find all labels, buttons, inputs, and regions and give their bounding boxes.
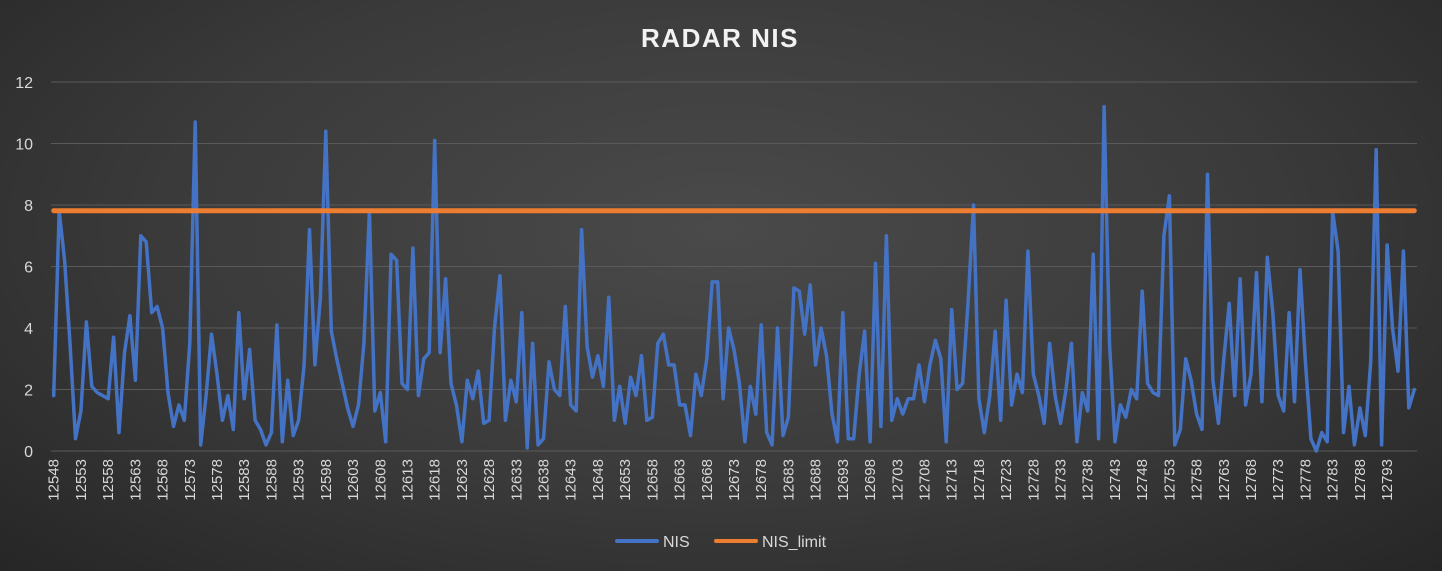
x-tick-label: 12608 bbox=[372, 459, 389, 501]
x-tick-label: 12628 bbox=[481, 459, 498, 501]
x-tick-label: 12753 bbox=[1161, 459, 1178, 501]
y-tick-label: 2 bbox=[24, 383, 33, 400]
x-tick-label: 12788 bbox=[1352, 459, 1369, 501]
y-tick-label: 0 bbox=[24, 444, 33, 461]
y-tick-label: 6 bbox=[24, 260, 33, 277]
x-tick-label: 12598 bbox=[318, 459, 335, 501]
y-tick-label: 4 bbox=[24, 321, 33, 338]
series-line-nis bbox=[51, 104, 1417, 453]
x-tick-label: 12673 bbox=[726, 459, 743, 501]
x-tick-label: 12583 bbox=[236, 459, 253, 501]
legend-item-nis-limit: NIS_limit bbox=[714, 534, 827, 551]
x-tick-label: 12713 bbox=[944, 459, 961, 501]
x-tick-label: 12763 bbox=[1216, 459, 1233, 501]
x-tick-label: 12758 bbox=[1189, 459, 1206, 501]
x-tick-label: 12558 bbox=[100, 459, 117, 501]
plot-area bbox=[51, 104, 1417, 453]
x-tick-label: 12768 bbox=[1243, 459, 1260, 501]
x-tick-label: 12708 bbox=[916, 459, 933, 501]
x-tick-label: 12553 bbox=[73, 459, 90, 501]
x-tick-label: 12683 bbox=[780, 459, 797, 501]
x-axis-ticks: 12548 12553 12558 12563 12568 12573 12578 12583… bbox=[46, 459, 1396, 501]
x-tick-label: 12738 bbox=[1080, 459, 1097, 501]
x-tick-label: 12593 bbox=[291, 459, 308, 501]
x-tick-label: 12748 bbox=[1134, 459, 1151, 501]
x-tick-label: 12793 bbox=[1379, 459, 1396, 501]
y-tick-label: 8 bbox=[24, 198, 33, 215]
chart-title: RADAR NIS bbox=[641, 23, 799, 53]
x-tick-label: 12603 bbox=[345, 459, 362, 501]
x-tick-label: 12548 bbox=[46, 459, 63, 501]
x-tick-label: 12733 bbox=[1053, 459, 1070, 501]
y-tick-label: 12 bbox=[15, 75, 33, 92]
legend: NIS NIS_limit bbox=[615, 534, 827, 551]
x-tick-label: 12638 bbox=[536, 459, 553, 501]
gridlines bbox=[51, 81, 1417, 452]
y-axis-ticks: 0 2 4 6 8 10 12 bbox=[15, 75, 33, 461]
x-tick-label: 12688 bbox=[808, 459, 825, 501]
x-tick-label: 12678 bbox=[753, 459, 770, 501]
x-tick-label: 12773 bbox=[1270, 459, 1287, 501]
x-tick-label: 12663 bbox=[672, 459, 689, 501]
legend-label: NIS bbox=[663, 534, 690, 551]
x-tick-label: 12643 bbox=[563, 459, 580, 501]
x-tick-label: 12783 bbox=[1325, 459, 1342, 501]
legend-item-nis: NIS bbox=[615, 534, 690, 551]
x-tick-label: 12633 bbox=[508, 459, 525, 501]
x-tick-label: 12568 bbox=[155, 459, 172, 501]
legend-label: NIS_limit bbox=[762, 534, 827, 551]
x-tick-label: 12693 bbox=[835, 459, 852, 501]
y-tick-label: 10 bbox=[15, 137, 33, 154]
x-tick-label: 12703 bbox=[889, 459, 906, 501]
x-tick-label: 12623 bbox=[454, 459, 471, 501]
x-tick-label: 12668 bbox=[699, 459, 716, 501]
x-tick-label: 12723 bbox=[998, 459, 1015, 501]
x-tick-label: 12588 bbox=[263, 459, 280, 501]
x-tick-label: 12613 bbox=[399, 459, 416, 501]
x-tick-label: 12698 bbox=[862, 459, 879, 501]
x-tick-label: 12743 bbox=[1107, 459, 1124, 501]
x-tick-label: 12578 bbox=[209, 459, 226, 501]
x-tick-label: 12778 bbox=[1297, 459, 1314, 501]
x-tick-label: 12573 bbox=[182, 459, 199, 501]
x-tick-label: 12618 bbox=[427, 459, 444, 501]
x-tick-label: 12563 bbox=[127, 459, 144, 501]
x-tick-label: 12728 bbox=[1025, 459, 1042, 501]
x-tick-label: 12718 bbox=[971, 459, 988, 501]
x-tick-label: 12658 bbox=[644, 459, 661, 501]
x-tick-label: 12648 bbox=[590, 459, 607, 501]
x-tick-label: 12653 bbox=[617, 459, 634, 501]
